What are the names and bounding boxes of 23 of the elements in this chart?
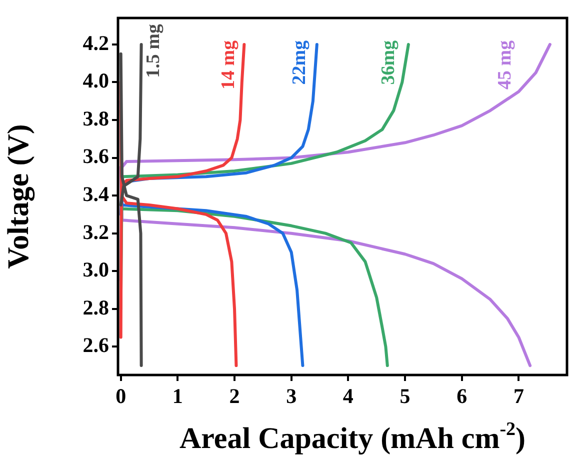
- y-tick-label: 2.8: [82, 295, 109, 320]
- x-tick-label: 0: [116, 384, 126, 408]
- x-tick-label: 7: [513, 384, 524, 408]
- y-tick-label: 3.6: [82, 144, 109, 168]
- x-tick-label: 2: [229, 384, 240, 408]
- x-tick-label: 5: [400, 384, 410, 408]
- y-axis-title: Voltage (V): [2, 124, 35, 269]
- text: 22mg: [288, 40, 310, 85]
- x-tick-label: 3: [286, 384, 297, 408]
- text: 36mg: [378, 40, 400, 85]
- x-tick-label: 6: [456, 384, 468, 408]
- text: 14 mg: [218, 40, 239, 90]
- text: 1.5 mg: [143, 24, 164, 78]
- y-tick-label: 3.4: [82, 182, 110, 206]
- y-tick-label: 3.2: [82, 220, 109, 244]
- x-tick-label: 4: [342, 384, 354, 408]
- y-tick-label: 3.0: [82, 258, 109, 282]
- y-tick-label: 4.2: [82, 30, 109, 55]
- y-tick-label: 4.0: [82, 68, 109, 93]
- y-tick-label: 3.8: [82, 106, 109, 130]
- x-tick-label: 1: [172, 384, 183, 408]
- text: 45 mg: [494, 40, 516, 90]
- y-tick-label: 2.6: [82, 333, 109, 358]
